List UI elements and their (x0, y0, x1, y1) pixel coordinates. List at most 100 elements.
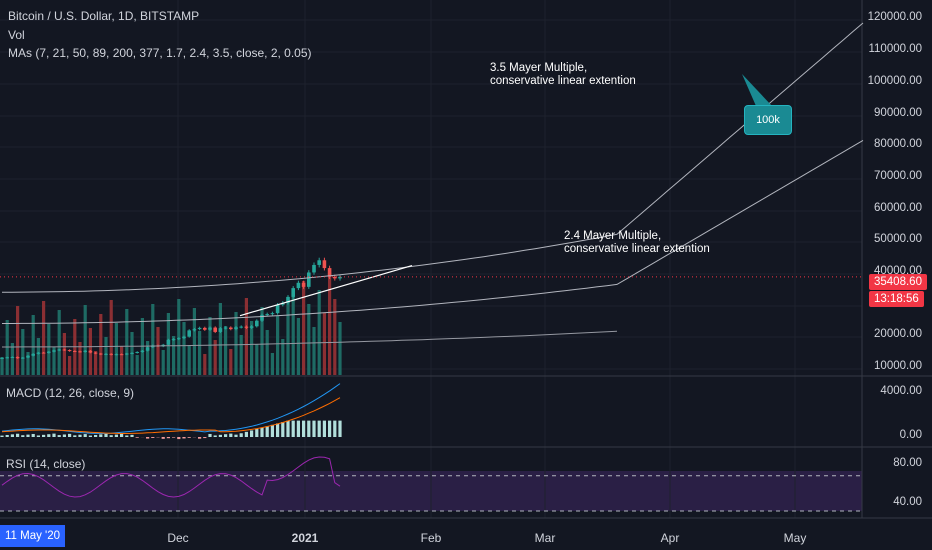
volume-bar-20 (104, 337, 108, 375)
macd-hist-53 (276, 423, 280, 437)
candle-body-46 (239, 326, 243, 328)
volume-bar-12 (62, 333, 66, 375)
volume-bar-48 (250, 321, 254, 375)
mayer-3-5-line-2: conservative linear extention (490, 75, 636, 87)
volume-bar-40 (208, 317, 212, 375)
volume-bar-15 (78, 342, 82, 375)
candle-body-1 (5, 357, 9, 359)
macd-hist-35 (182, 437, 186, 439)
macd-hist-51 (265, 426, 269, 437)
macd-hist-20 (104, 433, 108, 437)
volume-bar-44 (229, 349, 233, 375)
macd-hist-19 (99, 434, 103, 437)
candle-body-12 (62, 349, 67, 351)
candle-body-3 (15, 356, 20, 359)
volume-bar-60 (312, 327, 316, 375)
volume-bar-28 (146, 341, 150, 375)
volume-bar-26 (135, 355, 139, 375)
macd-hist-40 (208, 433, 212, 437)
macd-hist-64 (333, 420, 337, 437)
macd-hist-32 (166, 437, 170, 439)
candle-body-21 (109, 353, 113, 355)
volume-bar-45 (234, 312, 238, 375)
macd-hist-16 (83, 434, 87, 437)
macd-hist-6 (31, 433, 35, 437)
volume-bar-34 (177, 299, 181, 375)
callout-pointer (742, 74, 772, 106)
volume-bar-59 (307, 304, 311, 375)
volume-bar-23 (120, 346, 124, 375)
candle-body-50 (260, 315, 264, 321)
candle-body-28 (145, 347, 150, 351)
volume-bar-49 (255, 344, 259, 375)
volume-bar-37 (192, 308, 196, 375)
candle-body-52 (270, 313, 275, 315)
volume-bar-13 (68, 356, 72, 375)
candle-body-23 (119, 354, 124, 356)
macd-hist-50 (260, 427, 264, 437)
volume-bar-18 (94, 351, 98, 375)
rsi-tick-1: 40.00 (893, 496, 922, 508)
rsi-line (1, 456, 341, 498)
time-tick-0: Dec (167, 531, 189, 545)
volume-bar-8 (42, 301, 46, 375)
macd-hist-38 (198, 437, 202, 439)
macd-hist-52 (270, 424, 274, 437)
macd-hist-63 (328, 420, 332, 437)
macd-label[interactable]: MACD (12, 26, close, 9) (6, 386, 135, 400)
rsi-label[interactable]: RSI (14, close) (6, 457, 86, 471)
candle-body-64 (333, 276, 337, 279)
price-tick-6: 60000.00 (874, 202, 922, 214)
candle-body-61 (317, 260, 321, 265)
candle-body-15 (78, 351, 82, 353)
volume-bar-30 (156, 327, 160, 375)
time-tick-2: Feb (420, 531, 442, 545)
volume-bar-61 (317, 290, 321, 375)
volume-bar-11 (57, 310, 61, 375)
volume-bar-29 (151, 304, 155, 375)
candle-body-43 (223, 327, 228, 329)
mayer-2-4-line-2: conservative linear extention (564, 243, 710, 255)
macd-hist-26 (135, 437, 139, 438)
macd-hist-9 (47, 434, 51, 437)
macd-hist-36 (187, 437, 191, 438)
volume-bar-50 (260, 307, 264, 375)
candle-body-55 (286, 296, 290, 303)
volume-bar-63 (328, 276, 332, 375)
mayer-line-2 (2, 330, 618, 348)
volume-bar-6 (31, 315, 35, 375)
volume-bar-56 (291, 295, 295, 375)
candle-body-16 (83, 350, 87, 352)
macd-hist-13 (68, 433, 72, 437)
macd-hist-45 (234, 434, 238, 437)
volume-bar-46 (239, 335, 243, 375)
symbol-title[interactable]: Bitcoin / U.S. Dollar, 1D, BITSTAMP (8, 9, 200, 23)
mayer-line-1 (2, 139, 864, 324)
volume-label[interactable]: Vol (8, 28, 25, 42)
macd-hist-25 (130, 434, 134, 437)
macd-hist-15 (78, 434, 82, 437)
candle-body-27 (140, 350, 145, 352)
macd-hist-22 (114, 434, 118, 437)
candle-body-49 (255, 320, 259, 327)
volume-bar-0 (0, 357, 4, 375)
time-tick-4: Apr (660, 531, 680, 545)
callout-100k[interactable]: 100k (744, 105, 792, 135)
price-tick-7: 50000.00 (874, 233, 922, 245)
volume-bar-19 (99, 314, 103, 375)
price-tick-2: 100000.00 (867, 75, 922, 87)
macd-hist-21 (109, 435, 113, 437)
macd-hist-44 (229, 433, 233, 437)
macd-hist-55 (286, 420, 290, 437)
macd-hist-46 (239, 433, 243, 437)
volume-bar-57 (296, 318, 300, 375)
candle-body-48 (249, 326, 254, 328)
candle-body-7 (36, 352, 41, 354)
macd-hist-42 (218, 434, 222, 437)
macd-hist-18 (94, 434, 98, 437)
moving-averages-label[interactable]: MAs (7, 21, 50, 89, 200, 377, 1.7, 2.4, … (8, 46, 312, 60)
crosshair-date-badge: 11 May '20 (0, 525, 66, 547)
candle-body-58 (301, 282, 306, 287)
